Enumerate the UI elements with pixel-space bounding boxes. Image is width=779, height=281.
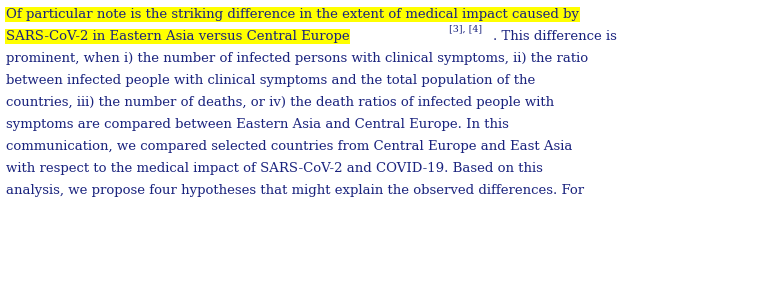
Text: . This difference is: . This difference is <box>493 30 617 43</box>
Text: with respect to the medical impact of SARS-CoV-2 and COVID-19. Based on this: with respect to the medical impact of SA… <box>6 162 543 175</box>
Text: countries, iii) the number of deaths, or iv) the death ratios of infected people: countries, iii) the number of deaths, or… <box>6 96 554 109</box>
Text: communication, we compared selected countries from Central Europe and East Asia: communication, we compared selected coun… <box>6 140 573 153</box>
Text: analysis, we propose four hypotheses that might explain the observed differences: analysis, we propose four hypotheses tha… <box>6 184 584 197</box>
Text: Of particular note is the striking difference in the extent of medical impact ca: Of particular note is the striking diffe… <box>6 8 579 21</box>
Text: prominent, when i) the number of infected persons with clinical symptoms, ii) th: prominent, when i) the number of infecte… <box>6 52 588 65</box>
Text: [3], [4]: [3], [4] <box>449 24 482 33</box>
Text: SARS-CoV-2 in Eastern Asia versus Central Europe: SARS-CoV-2 in Eastern Asia versus Centra… <box>6 30 350 43</box>
Text: symptoms are compared between Eastern Asia and Central Europe. In this: symptoms are compared between Eastern As… <box>6 118 509 131</box>
Text: between infected people with clinical symptoms and the total population of the: between infected people with clinical sy… <box>6 74 535 87</box>
